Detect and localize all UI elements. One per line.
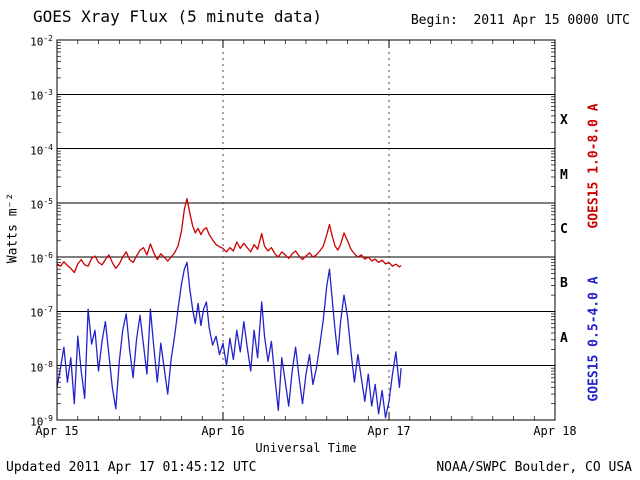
series-label-long-wave: GOES15 1.0-8.0 A [586,103,602,229]
x-tick-label: Apr 16 [201,424,245,438]
flux-class-letter: C [560,222,568,237]
flux-class-letter: M [560,167,568,183]
begin-time-label: Begin: 2011 Apr 15 0000 UTC [410,13,630,28]
flux-class-letter: X [560,113,568,129]
series-label-short-wave: GOES15 0.5-4.0 A [586,276,602,402]
flux-class-letter: B [560,276,568,292]
y-tick-label: 10-6 [30,251,53,266]
plot-border [56,39,556,421]
y-tick-label: 10-3 [30,88,53,103]
short-wave-series-line [56,261,402,419]
y-tick-label: 10-9 [30,414,53,429]
y-tick-label: 10-8 [30,359,53,375]
long-wave-series-line [56,197,402,274]
source-credit: NOAA/SWPC Boulder, CO USA [436,460,632,475]
flux-class-letter: A [560,330,568,346]
y-tick-label: 10-7 [30,305,53,321]
x-tick-label: Apr 17 [367,424,411,438]
chart-title: GOES Xray Flux (5 minute data) [33,7,322,26]
y-axis-title: Watts m⁻² [5,192,21,264]
x-axis-title: Universal Time [255,441,357,455]
y-tick-label: 10-4 [30,142,53,158]
updated-timestamp: Updated 2011 Apr 17 01:45:12 UTC [6,460,257,475]
x-tick-label: Apr 15 [35,424,79,438]
x-tick-label: Apr 18 [533,424,577,438]
y-tick-label: 10-5 [30,196,53,212]
y-tick-label: 10-2 [30,34,53,49]
